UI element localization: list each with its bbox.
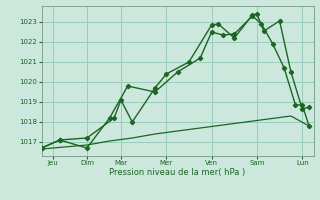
X-axis label: Pression niveau de la mer( hPa ): Pression niveau de la mer( hPa ) — [109, 168, 246, 177]
